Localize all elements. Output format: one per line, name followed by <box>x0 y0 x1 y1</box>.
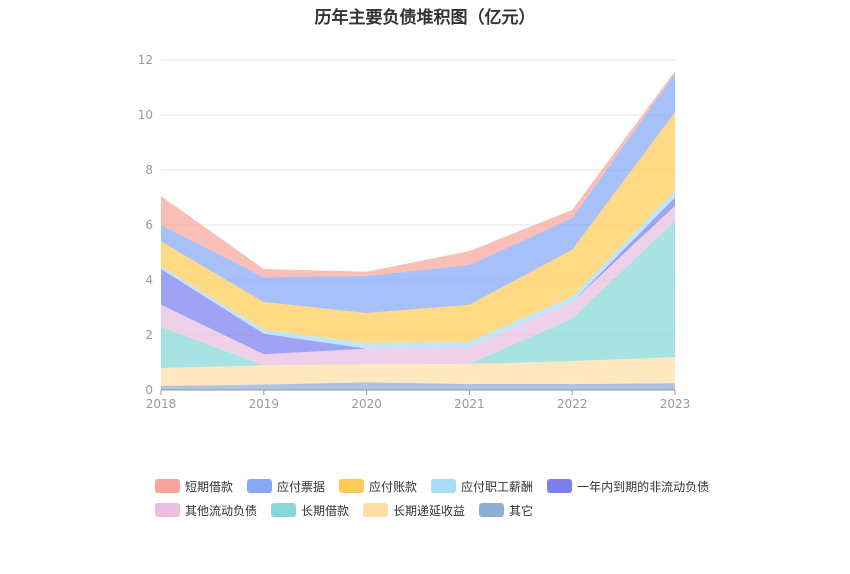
legend-item[interactable]: 长期借款 <box>271 502 349 519</box>
area-series-其它[interactable] <box>161 382 675 390</box>
legend-swatch <box>271 503 297 517</box>
legend-item[interactable]: 一年内到期的非流动负债 <box>547 478 709 495</box>
legend-label: 应付职工薪酬 <box>461 479 534 494</box>
area-series-短期借款[interactable] <box>161 71 675 278</box>
x-tick-label: 2022 <box>557 397 588 411</box>
legend-label: 长期借款 <box>301 503 350 518</box>
area-series-应付账款[interactable] <box>161 112 675 344</box>
area-series-应付票据[interactable] <box>161 73 675 313</box>
legend-swatch <box>247 479 273 493</box>
legend-item[interactable]: 应付票据 <box>247 478 325 495</box>
legend-item[interactable]: 其它 <box>479 502 533 519</box>
legend-label: 其它 <box>509 503 534 518</box>
y-tick-label: 12 <box>138 53 153 67</box>
legend-swatch <box>479 503 505 517</box>
legend-swatch <box>155 503 180 517</box>
y-tick-label: 2 <box>145 328 153 342</box>
legend-row: 其他流动负债 长期借款 长期递延收益 其它 <box>155 500 715 520</box>
y-tick-label: 6 <box>145 218 153 232</box>
x-tick-label: 2019 <box>249 397 280 411</box>
area-series-应付职工薪酬[interactable] <box>161 190 675 349</box>
x-tick-label: 2023 <box>660 397 691 411</box>
legend-swatch <box>339 479 365 493</box>
legend: 短期借款 应付票据 应付账款 应付职工薪酬 一年内到期的非流动负债其他流动负债 长期借款 长… <box>155 476 715 524</box>
legend-label: 其他流动负债 <box>185 503 258 518</box>
chart-title: 历年主要负债堆积图（亿元） <box>314 8 536 28</box>
legend-swatch <box>431 479 457 493</box>
y-tick-label: 8 <box>145 163 153 177</box>
legend-row: 短期借款 应付票据 应付账款 应付职工薪酬 一年内到期的非流动负债 <box>155 476 715 496</box>
legend-swatch <box>547 479 573 493</box>
legend-swatch <box>155 479 180 493</box>
y-tick-label: 4 <box>145 273 153 287</box>
area-series <box>161 71 675 390</box>
legend-label: 应付账款 <box>369 479 418 494</box>
x-tick-label: 2018 <box>146 397 177 411</box>
area-series-长期借款[interactable] <box>161 220 675 368</box>
legend-item[interactable]: 应付职工薪酬 <box>431 478 533 495</box>
legend-label: 长期递延收益 <box>393 503 466 518</box>
y-tick-label: 0 <box>145 383 153 397</box>
legend-label: 应付票据 <box>277 479 326 494</box>
legend-item[interactable]: 应付账款 <box>339 478 417 495</box>
legend-swatch <box>363 503 389 517</box>
legend-label: 短期借款 <box>185 479 234 494</box>
y-tick-label: 10 <box>138 108 153 122</box>
area-series-长期递延收益[interactable] <box>161 357 675 386</box>
area-series-其他流动负债[interactable] <box>161 205 675 366</box>
legend-item[interactable]: 短期借款 <box>155 478 233 495</box>
legend-label: 一年内到期的非流动负债 <box>577 479 710 494</box>
legend-item[interactable]: 其他流动负债 <box>155 502 257 519</box>
x-tick-label: 2020 <box>351 397 382 411</box>
axes: 0 2 4 6 8 10 12 2018 2019 2020 2021 2022 2023 <box>138 53 691 411</box>
x-tick-label: 2021 <box>454 397 485 411</box>
legend-item[interactable]: 长期递延收益 <box>363 502 465 519</box>
